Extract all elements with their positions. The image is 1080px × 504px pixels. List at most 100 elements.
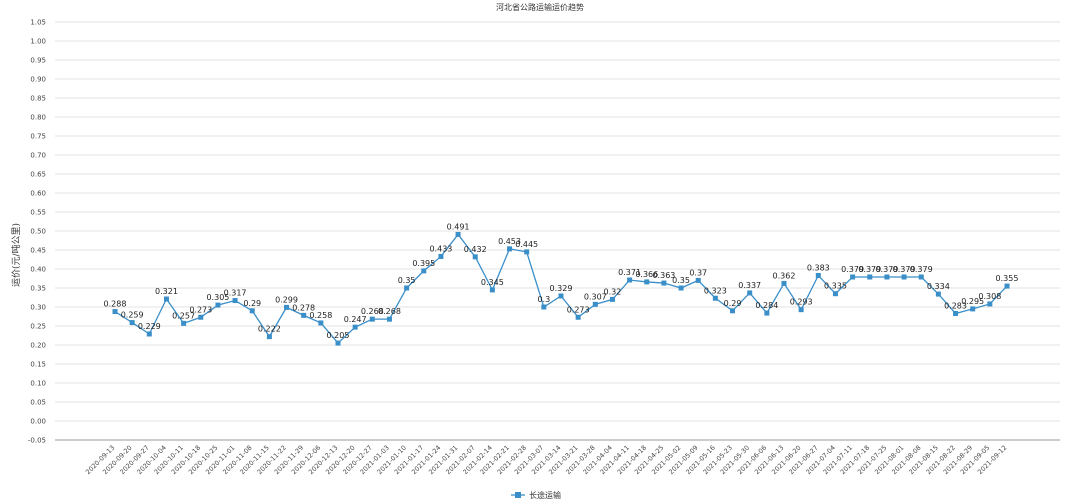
data-point: [1004, 283, 1010, 289]
data-point: [386, 316, 392, 322]
data-point: [884, 274, 890, 280]
chart-title: 河北省公路运输运价趋势: [496, 2, 584, 12]
data-label: 0.363: [652, 271, 675, 280]
data-point: [558, 293, 564, 299]
data-label: 0.3: [537, 295, 550, 304]
data-label: 0.268: [361, 307, 384, 316]
data-point: [181, 320, 187, 326]
y-tick-label: 0.40: [30, 266, 46, 274]
data-label: 0.329: [550, 284, 573, 293]
data-point: [301, 312, 307, 318]
legend-label: 长途运输: [529, 490, 561, 500]
data-point: [592, 301, 598, 307]
data-point: [644, 279, 650, 285]
data-point: [747, 290, 753, 296]
data-label: 0.491: [447, 222, 470, 231]
data-point: [215, 302, 221, 308]
data-label: 0.259: [121, 311, 144, 320]
data-label: 0.317: [224, 289, 247, 298]
data-point: [232, 298, 238, 304]
data-label: 0.305: [206, 293, 229, 302]
data-label: 0.371: [618, 268, 641, 277]
y-tick-label: 0.30: [30, 304, 46, 312]
y-tick-label: 0.45: [30, 247, 46, 255]
data-point: [472, 254, 478, 260]
data-point: [507, 246, 513, 252]
data-label: 0.362: [773, 271, 796, 280]
data-label: 0.432: [464, 245, 487, 254]
data-label: 0.334: [927, 282, 950, 291]
data-label: 0.35: [672, 276, 690, 285]
y-tick-label: 0.55: [30, 209, 46, 217]
y-tick-label: 0.35: [30, 285, 46, 293]
data-label: 0.29: [724, 299, 742, 308]
data-label: 0.453: [498, 237, 521, 246]
data-point: [918, 274, 924, 280]
data-point: [404, 285, 410, 291]
legend: 长途运输: [511, 490, 561, 500]
data-point: [661, 280, 667, 286]
data-point: [627, 277, 633, 283]
data-point: [541, 304, 547, 310]
data-point: [438, 253, 444, 259]
data-label: 0.247: [344, 315, 367, 324]
y-tick-label: 0.90: [30, 76, 46, 84]
x-axis-ticks: 2020-09-132020-09-202020-09-272020-10-04…: [84, 444, 1008, 476]
data-label: 0.278: [292, 303, 315, 312]
data-point: [764, 310, 770, 316]
data-label: 0.283: [944, 301, 967, 310]
data-label: 0.366: [635, 270, 658, 279]
data-point: [935, 291, 941, 297]
data-label: 0.379: [875, 265, 898, 274]
data-label: 0.345: [481, 278, 504, 287]
data-label: 0.268: [378, 307, 401, 316]
data-label: 0.222: [258, 325, 281, 334]
data-point: [455, 231, 461, 237]
data-label: 0.335: [824, 282, 847, 291]
data-point: [335, 340, 341, 346]
y-tick-label: 0.05: [30, 399, 46, 407]
data-label: 0.29: [243, 299, 261, 308]
data-point: [421, 268, 427, 274]
data-label: 0.288: [104, 300, 127, 309]
data-point: [146, 331, 152, 337]
data-label: 0.37: [689, 268, 707, 277]
data-point: [987, 301, 993, 307]
data-point: [112, 309, 118, 315]
data-point: [832, 291, 838, 297]
y-tick-label: 0.15: [30, 361, 46, 369]
data-point: [712, 295, 718, 301]
y-tick-label: 0.50: [30, 228, 46, 236]
data-label: 0.258: [309, 311, 332, 320]
data-point: [318, 320, 324, 326]
y-tick-label: 0.25: [30, 323, 46, 331]
data-point: [953, 310, 959, 316]
data-label: 0.257: [172, 311, 195, 320]
data-label: 0.299: [275, 295, 298, 304]
data-label: 0.308: [978, 292, 1001, 301]
y-axis-ticks: -0.05 0.00 0.05 0.10 0.15 0.20 0.25 0.30 0.35 0.4…: [28, 19, 46, 445]
data-label: 0.293: [790, 298, 813, 307]
y-tick-label: 0.20: [30, 342, 46, 350]
y-tick-label: 1.00: [30, 38, 46, 46]
data-label: 0.379: [910, 265, 933, 274]
data-point: [609, 296, 615, 302]
data-point: [249, 308, 255, 314]
data-label: 0.229: [138, 322, 161, 331]
data-label: 0.383: [807, 263, 830, 272]
data-point: [369, 316, 375, 322]
data-point: [163, 296, 169, 302]
data-point: [867, 274, 873, 280]
data-point: [352, 324, 358, 330]
data-point: [266, 334, 272, 340]
data-label: 0.273: [189, 305, 212, 314]
data-point: [489, 287, 495, 293]
y-axis-label: 运价(元/吨公里): [10, 223, 22, 287]
data-label: 0.433: [429, 244, 452, 253]
y-tick-label: 0.60: [30, 190, 46, 198]
data-label: 0.395: [412, 259, 435, 268]
y-tick-label: 0.75: [30, 133, 46, 141]
data-label: 0.321: [155, 287, 178, 296]
